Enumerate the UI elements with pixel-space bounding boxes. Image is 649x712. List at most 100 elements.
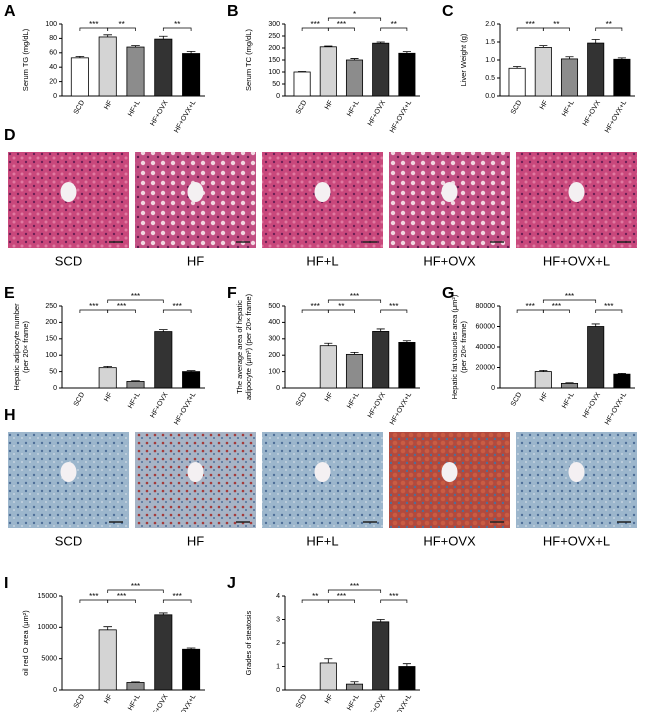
bar bbox=[182, 53, 201, 97]
significance-bracket bbox=[380, 27, 408, 31]
significance-bracket bbox=[327, 599, 355, 603]
bar bbox=[182, 648, 201, 691]
bar bbox=[398, 666, 416, 691]
central-vein bbox=[187, 462, 204, 482]
y-axis-label: (per 20× frame) bbox=[21, 321, 30, 373]
bar bbox=[98, 36, 117, 97]
y-tick-label: 50 bbox=[49, 368, 57, 375]
bar bbox=[319, 345, 337, 389]
bar bbox=[560, 382, 579, 389]
error-bar bbox=[324, 658, 333, 663]
error-bar bbox=[186, 647, 196, 650]
error-bar bbox=[617, 57, 626, 60]
x-tick-label: HF+L bbox=[346, 99, 361, 118]
bar bbox=[372, 42, 390, 97]
bar bbox=[154, 614, 173, 691]
significance-label: ** bbox=[312, 592, 318, 601]
error-bar bbox=[376, 328, 385, 332]
bar bbox=[98, 367, 117, 389]
panel-letter: J bbox=[227, 575, 236, 592]
panel-letter: A bbox=[4, 3, 16, 20]
y-tick-label: 100 bbox=[45, 352, 57, 359]
x-tick-label: HF+L bbox=[561, 391, 576, 410]
bar bbox=[613, 373, 631, 389]
significance-label: *** bbox=[337, 592, 346, 601]
y-tick-label: 2 bbox=[276, 640, 280, 647]
error-bar bbox=[131, 681, 140, 683]
error-bar bbox=[158, 612, 168, 615]
y-tick-label: 500 bbox=[268, 303, 280, 310]
significance-label: *** bbox=[311, 20, 320, 29]
x-tick-label: HF+L bbox=[346, 391, 361, 410]
x-tick-label: SCD bbox=[295, 693, 308, 709]
error-bar bbox=[158, 35, 168, 40]
y-tick-label: 100 bbox=[268, 69, 280, 76]
panel-letter: B bbox=[227, 3, 239, 20]
significance-bracket bbox=[542, 27, 570, 31]
y-tick-label: 15000 bbox=[38, 593, 58, 600]
x-tick-label: HF bbox=[103, 391, 114, 403]
y-tick-label: 20000 bbox=[476, 364, 496, 371]
x-tick-label: HF bbox=[103, 693, 114, 705]
significance-label: ** bbox=[338, 302, 344, 311]
x-tick-label: HF bbox=[324, 99, 335, 111]
y-tick-label: 150 bbox=[268, 57, 280, 64]
significance-label: *** bbox=[565, 292, 574, 301]
y-tick-label: 40000 bbox=[476, 344, 496, 351]
y-tick-label: 60000 bbox=[476, 323, 496, 330]
bar bbox=[293, 71, 311, 97]
central-vein bbox=[187, 182, 204, 202]
y-tick-label: 200 bbox=[268, 352, 280, 359]
bar bbox=[182, 371, 201, 389]
error-bar bbox=[103, 365, 113, 368]
x-tick-label: HF+L bbox=[127, 391, 142, 410]
bar bbox=[319, 46, 337, 97]
significance-bracket bbox=[162, 309, 192, 313]
significance-label: *** bbox=[131, 292, 140, 301]
central-vein bbox=[314, 462, 331, 482]
bar bbox=[70, 57, 89, 97]
significance-label: *** bbox=[89, 20, 98, 29]
x-tick-label: HF+OVX+L bbox=[389, 693, 413, 712]
y-axis-label: Serum TC (mg/dL) bbox=[244, 29, 253, 91]
significance-label: ** bbox=[391, 20, 397, 29]
central-vein bbox=[568, 182, 585, 202]
error-bar bbox=[402, 663, 411, 667]
error-bar bbox=[565, 56, 574, 59]
x-tick-label: HF+OVX bbox=[149, 391, 169, 419]
y-axis-label: Liver Weight (g) bbox=[459, 33, 468, 86]
significance-label: *** bbox=[117, 592, 126, 601]
panel-letter: F bbox=[227, 285, 237, 302]
error-bar bbox=[103, 626, 113, 630]
significance-bracket bbox=[380, 599, 408, 603]
error-bar bbox=[158, 329, 168, 332]
bar bbox=[345, 353, 364, 389]
significance-bracket bbox=[542, 309, 570, 313]
y-tick-label: 50 bbox=[272, 81, 280, 88]
y-tick-label: 1.5 bbox=[485, 39, 495, 46]
bar bbox=[372, 331, 390, 389]
x-tick-label: SCD bbox=[73, 391, 86, 407]
significance-bracket bbox=[162, 599, 192, 603]
significance-bracket bbox=[327, 309, 355, 313]
y-axis-label: adipocyte (μm²) (per 20× frame) bbox=[244, 293, 253, 400]
significance-label: *** bbox=[311, 302, 320, 311]
x-tick-label: HF+OVX bbox=[149, 693, 169, 712]
x-tick-label: HF bbox=[539, 99, 550, 111]
error-bar bbox=[324, 342, 333, 346]
x-tick-label: HF+OVX bbox=[367, 693, 387, 712]
error-bar bbox=[186, 50, 196, 54]
error-bar bbox=[350, 352, 359, 355]
significance-label: ** bbox=[606, 20, 612, 29]
y-tick-label: 40 bbox=[49, 64, 57, 71]
bar bbox=[398, 342, 416, 389]
significance-label: *** bbox=[117, 302, 126, 311]
error-bar bbox=[376, 619, 385, 622]
y-axis-label: Grades of steatosis bbox=[244, 610, 253, 675]
significance-bracket bbox=[107, 599, 136, 603]
y-axis-label: Serum TG (mg/dL) bbox=[21, 28, 30, 91]
y-tick-label: 2.0 bbox=[485, 21, 495, 28]
central-vein bbox=[314, 182, 331, 202]
x-tick-label: HF+L bbox=[346, 693, 361, 712]
